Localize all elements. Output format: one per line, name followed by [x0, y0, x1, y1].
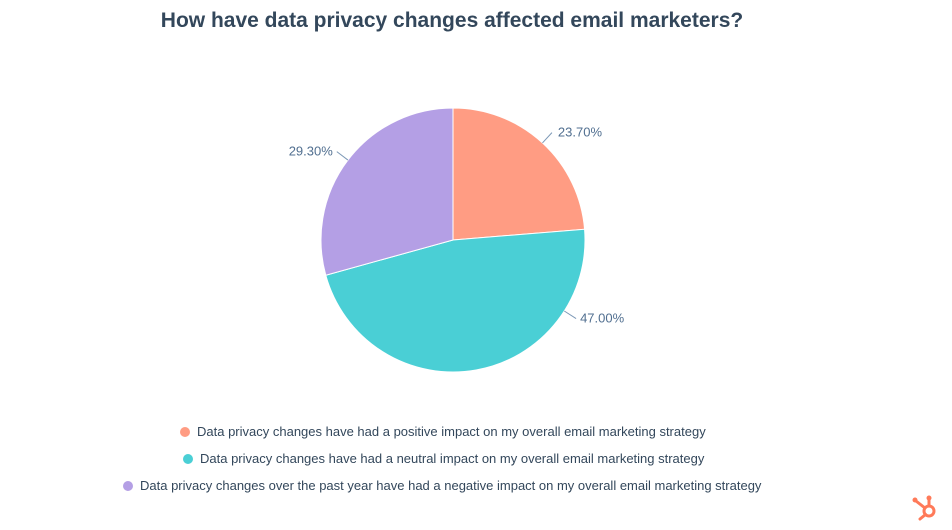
legend-label: Data privacy changes have had a positive…: [197, 424, 706, 439]
leader-line-0: [542, 132, 553, 144]
legend-label: Data privacy changes over the past year …: [140, 478, 762, 493]
legend-dot-positive: [180, 426, 190, 437]
data-label-1: 47.00%: [580, 311, 625, 326]
legend-dot-negative: [123, 480, 133, 491]
leader-line-1: [564, 310, 577, 319]
data-label-0: 23.70%: [558, 125, 603, 140]
pie-chart: 23.70% 47.00% 29.30%: [289, 107, 625, 373]
pie-slice-0[interactable]: [452, 107, 586, 241]
legend-dot-neutral: [183, 453, 193, 464]
chart-title: How have data privacy changes affected e…: [160, 9, 744, 32]
legend-item-negative[interactable]: Data privacy changes over the past year …: [123, 478, 761, 493]
pie-slice-1[interactable]: [325, 228, 586, 373]
leader-line-2: [336, 151, 349, 161]
legend-item-positive[interactable]: Data privacy changes have had a positive…: [180, 424, 706, 439]
legend-label: Data privacy changes have had a neutral …: [200, 451, 705, 466]
legend-item-neutral[interactable]: Data privacy changes have had a neutral …: [183, 451, 704, 466]
hubspot-logo-icon: [912, 495, 936, 521]
data-label-2: 29.30%: [289, 144, 334, 159]
